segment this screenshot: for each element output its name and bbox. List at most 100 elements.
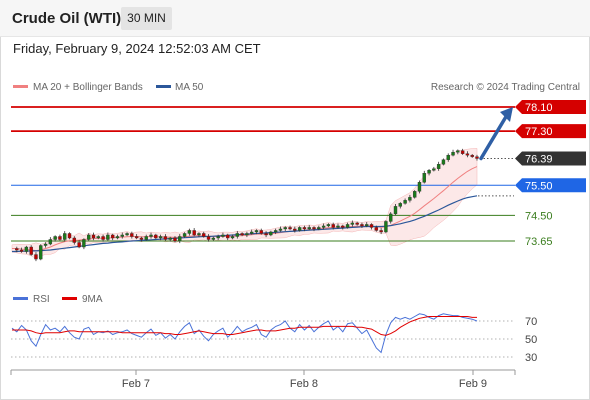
candle-body [321, 225, 326, 228]
candle-body [115, 236, 120, 239]
candle-body [432, 168, 436, 171]
candle-body [101, 236, 105, 240]
candle-body [412, 191, 417, 198]
ma50-line [12, 195, 478, 253]
candle-body [106, 234, 110, 240]
price-tag-label: 73.65 [525, 236, 553, 248]
candle-body [173, 237, 177, 242]
candle-body [374, 227, 379, 231]
price-tag-pivot [515, 178, 586, 193]
candle-body [72, 237, 77, 243]
candle-body [398, 203, 402, 207]
candle-body [441, 159, 446, 165]
candle-body [465, 153, 470, 156]
candle-body [293, 228, 297, 231]
candle-body [29, 246, 33, 255]
rsi-level-label: 30 [525, 352, 537, 364]
candle-body [365, 224, 369, 227]
candle-body [384, 221, 388, 233]
candle-body [87, 234, 91, 240]
instrument-title: Crude Oil (WTI) [12, 10, 122, 27]
credit-label: Research © 2024 Trading Central [431, 82, 580, 93]
candle-body [134, 236, 139, 239]
time-axis-label: Feb 9 [459, 378, 487, 390]
candle-body [369, 224, 374, 228]
projection-arrow-head [500, 107, 513, 122]
rsi-legend-swatch [13, 297, 28, 300]
price-tag-label: 78.10 [525, 102, 553, 114]
candle-body [389, 213, 393, 222]
candle-body [269, 231, 273, 236]
rsi-panel: 70 50 30 [11, 313, 537, 364]
time-axis: Feb 7 Feb 8 Feb 9 [10, 370, 516, 390]
candle-body [53, 236, 57, 240]
projection-arrow [479, 107, 513, 161]
price-tag-resistance [515, 124, 586, 139]
candle-body [297, 227, 302, 231]
candle-body [24, 246, 29, 252]
candle-body [48, 239, 53, 245]
candle-body [307, 227, 311, 230]
candle-body [259, 230, 263, 234]
candle-body [182, 233, 187, 237]
candle-body [211, 237, 216, 240]
candle-body [15, 248, 19, 251]
candle-body [360, 224, 364, 227]
candle-body [341, 225, 345, 228]
bollinger-band [11, 148, 478, 259]
ma50-legend-label: MA 50 [175, 82, 204, 93]
candle-body [379, 230, 383, 233]
candle-body [245, 233, 249, 236]
price-tag-last [515, 151, 586, 166]
price-tag-label: 74.50 [525, 210, 553, 222]
candle-body [317, 227, 321, 230]
candle-body [158, 236, 163, 239]
candle-body [451, 151, 455, 156]
ma50-legend-swatch [156, 85, 171, 88]
rsi-level-label: 50 [525, 334, 537, 346]
candle-body [393, 206, 398, 215]
candle-body [350, 222, 355, 225]
timeframe-badge[interactable]: 30 MIN [121, 7, 172, 30]
candle-body [278, 228, 283, 231]
candle-body [273, 230, 278, 233]
rsi-legend: RSI 9MA [13, 294, 103, 305]
candle-body [43, 243, 48, 246]
candle-body [475, 156, 479, 159]
rsi-level-label: 70 [525, 316, 537, 328]
candle-body [144, 236, 148, 240]
candle-body [326, 224, 331, 227]
candle-body [58, 236, 62, 240]
rsi-ma9-line [12, 316, 477, 336]
bollinger-band-area [11, 148, 478, 259]
candle-body [254, 230, 259, 233]
time-axis-label: Feb 8 [290, 378, 318, 390]
candle-body [446, 154, 450, 160]
candle-body [187, 230, 192, 234]
candle-body [403, 200, 407, 204]
candle-body [125, 233, 129, 236]
candle-body [34, 254, 38, 260]
candle-body [408, 197, 412, 201]
candles-layer [15, 148, 479, 262]
projection-arrow-shaft [479, 113, 509, 161]
ma9-legend-swatch [62, 297, 77, 300]
candle-body [230, 236, 235, 239]
candle-body [345, 224, 350, 228]
candle-body [197, 233, 201, 236]
candle-body [139, 237, 144, 240]
candle-body [288, 227, 292, 230]
candle-body [63, 233, 67, 240]
candle-body [120, 234, 124, 237]
candle-body [302, 227, 307, 230]
candle-body [202, 233, 206, 237]
candle-body [154, 234, 158, 239]
candle-body [417, 182, 422, 192]
candle-body [331, 224, 335, 228]
candle-body [355, 222, 359, 225]
candle-body [226, 234, 230, 239]
candle-body [249, 231, 254, 234]
price-tag-label: 76.39 [525, 153, 553, 165]
candle-body [216, 236, 220, 239]
